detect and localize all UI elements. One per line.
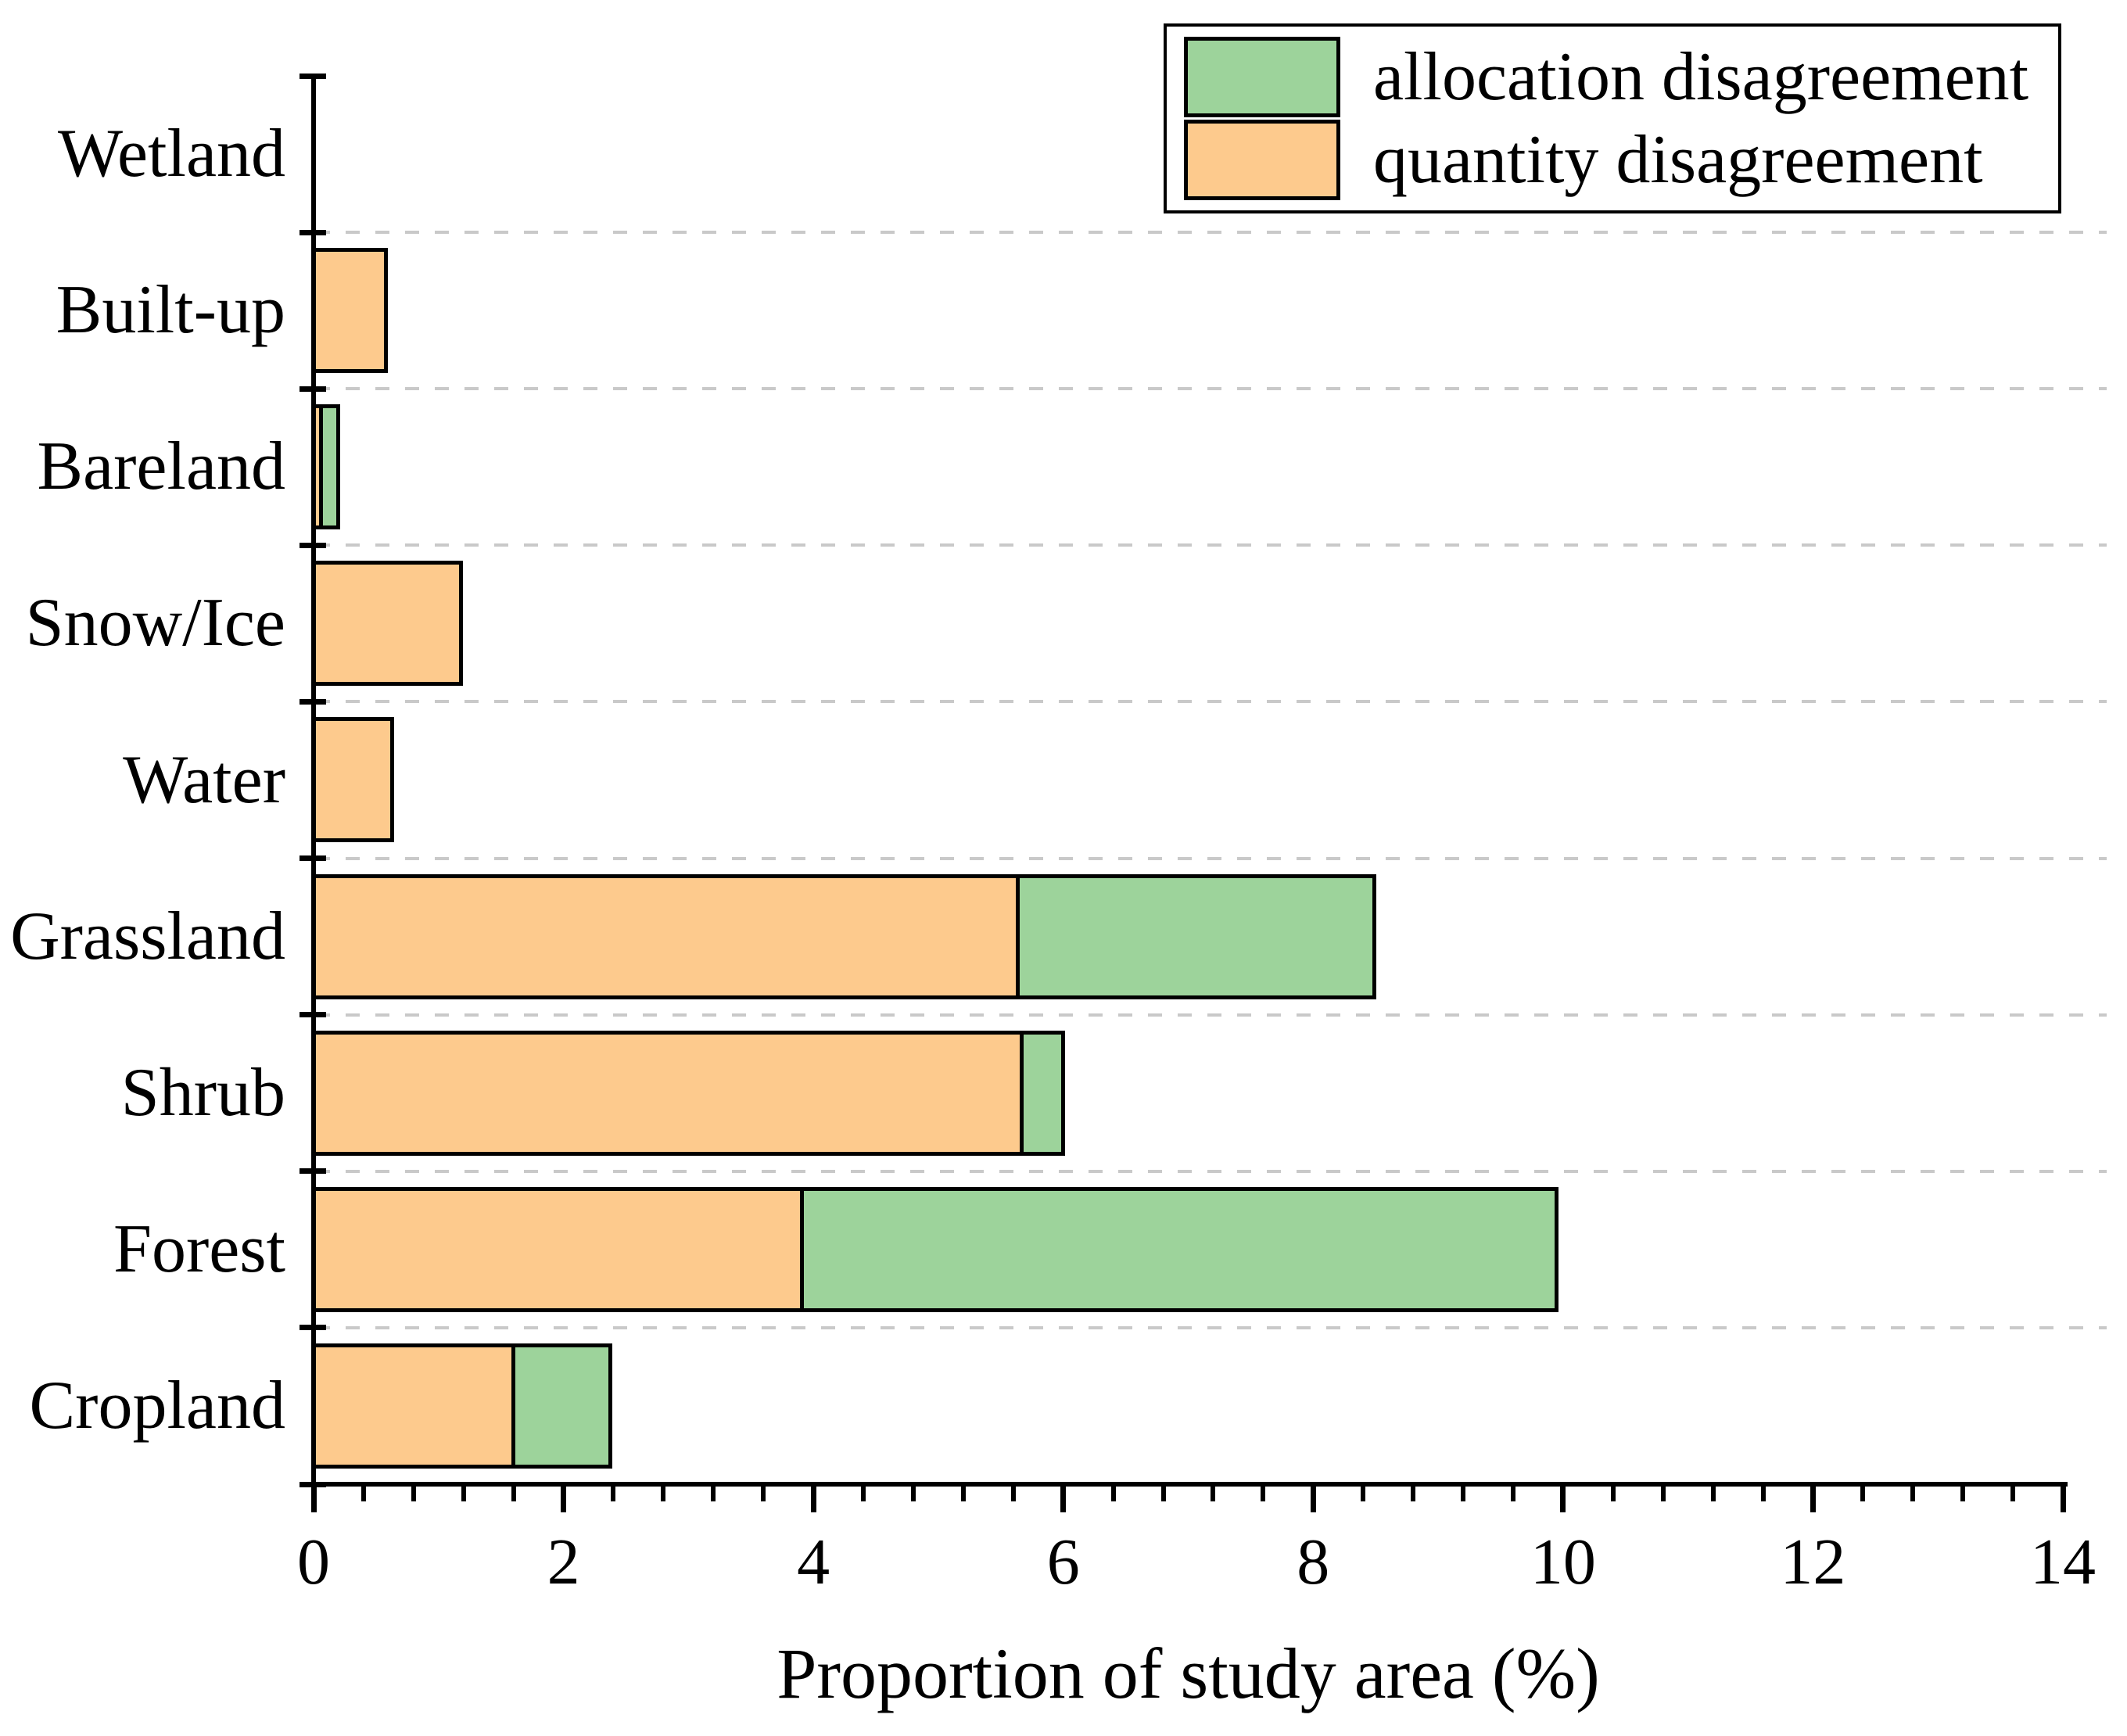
x-axis-title: Proportion of study area (%) [777,1634,1600,1713]
legend-label-quantity: quantity disagreement [1373,121,1983,198]
x-axis-line [311,1482,2068,1487]
bar-allocation-cropland [511,1343,613,1469]
x-axis-tick-label: 12 [1780,1526,1846,1598]
y-axis-tick [300,1325,326,1331]
x-axis-minor-tick [1160,1484,1166,1501]
x-axis-minor-tick [1610,1484,1616,1501]
x-axis-minor-tick [461,1484,466,1501]
x-axis-minor-tick [1010,1484,1016,1501]
x-axis-minor-tick [1411,1484,1416,1501]
y-axis-line [311,76,316,1487]
gridline [316,700,2107,704]
bar-allocation-bareland [318,404,340,530]
x-axis-minor-tick [1960,1484,1966,1501]
gridline [316,543,2107,547]
category-label-bareland: Bareland [37,429,285,505]
x-axis-minor-tick [411,1484,416,1501]
bar-allocation-grassland [1016,873,1376,999]
category-label-shrub: Shrub [120,1054,285,1131]
x-axis-minor-tick [661,1484,666,1501]
gridline [316,1325,2107,1329]
bar-allocation-forest [799,1186,1558,1312]
x-axis-tick-label: 2 [547,1526,580,1598]
x-axis-minor-tick [910,1484,916,1501]
y-axis-tick [300,855,326,862]
legend-swatch-quantity-icon [1184,120,1340,200]
y-axis-tick [300,1012,326,1018]
legend-swatch-allocation-icon [1184,37,1340,117]
bar-allocation-shrub [1019,1030,1065,1156]
gridline [316,856,2107,860]
x-axis-minor-tick [711,1484,716,1501]
bar-quantity-built-up [311,248,388,374]
y-axis-tick [300,386,326,392]
x-axis-major-tick [2060,1484,2066,1512]
legend-item-allocation: allocation disagreement [1184,37,2058,117]
x-axis-major-tick [1560,1484,1566,1512]
y-axis-tick [300,229,326,235]
x-axis-minor-tick [1860,1484,1866,1501]
category-label-snow-ice: Snow/Ice [25,585,285,662]
bar-quantity-cropland [311,1343,515,1469]
x-axis-tick-label: 4 [797,1526,830,1598]
x-axis-minor-tick [611,1484,616,1501]
y-axis-tick [300,698,326,705]
gridline [316,387,2107,391]
x-axis-minor-tick [1461,1484,1466,1501]
gridline [316,1169,2107,1173]
gridline [316,1013,2107,1017]
category-label-grassland: Grassland [10,898,285,974]
x-axis-minor-tick [1510,1484,1515,1501]
x-axis-tick-label: 14 [2030,1526,2096,1598]
x-axis-major-tick [810,1484,816,1512]
x-axis-minor-tick [1361,1484,1366,1501]
x-axis-minor-tick [511,1484,516,1501]
x-axis-minor-tick [1760,1484,1766,1501]
x-axis-major-tick [310,1484,317,1512]
y-axis-tick [300,1168,326,1175]
bar-quantity-water [311,717,394,843]
x-axis-minor-tick [761,1484,766,1501]
x-axis-minor-tick [2010,1484,2016,1501]
x-axis-minor-tick [1910,1484,1916,1501]
x-axis-minor-tick [960,1484,966,1501]
category-label-forest: Forest [113,1211,285,1287]
x-axis-major-tick [1310,1484,1316,1512]
category-label-water: Water [123,741,285,818]
category-label-built-up: Built-up [56,272,285,349]
x-axis-major-tick [1810,1484,1816,1512]
y-axis-tick [300,542,326,548]
bar-quantity-shrub [311,1030,1024,1156]
x-axis-tick-label: 8 [1297,1526,1330,1598]
x-axis-tick-label: 10 [1530,1526,1596,1598]
x-axis-tick-label: 6 [1046,1526,1080,1598]
x-axis-minor-tick [360,1484,366,1501]
x-axis-minor-tick [1211,1484,1216,1501]
bar-quantity-snow-ice [311,561,463,687]
x-axis-major-tick [1060,1484,1067,1512]
bar-quantity-forest [311,1186,804,1312]
x-axis-major-tick [561,1484,567,1512]
y-axis-tick [300,73,326,79]
category-label-wetland: Wetland [57,116,285,192]
legend-item-quantity: quantity disagreement [1184,120,2058,200]
x-axis-tick-label: 0 [297,1526,330,1598]
bar-quantity-grassland [311,873,1020,999]
x-axis-minor-tick [1660,1484,1666,1501]
legend-label-allocation: allocation disagreement [1373,38,2029,115]
x-axis-minor-tick [1110,1484,1116,1501]
x-axis-minor-tick [1261,1484,1266,1501]
gridline [316,231,2107,235]
x-axis-minor-tick [861,1484,866,1501]
legend: allocation disagreement quantity disagre… [1164,23,2061,213]
category-label-cropland: Cropland [29,1367,285,1444]
x-axis-minor-tick [1710,1484,1716,1501]
